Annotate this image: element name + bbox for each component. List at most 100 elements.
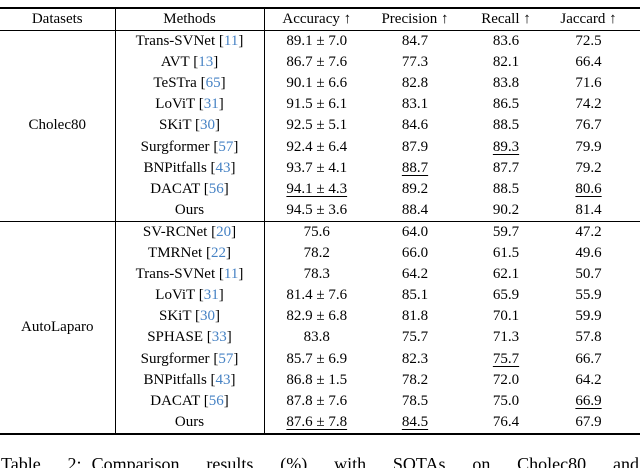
citation-link[interactable]: 57 bbox=[218, 138, 234, 155]
precision-cell: 66.0 bbox=[401, 245, 429, 262]
method-cell: BNPitfalls [43] bbox=[115, 369, 265, 391]
col-header-jaccard: Jaccard ↑ bbox=[560, 11, 617, 27]
col-header-methods: Methods bbox=[115, 8, 265, 31]
recall-cell: 62.1 bbox=[492, 266, 520, 283]
precision-cell: 83.1 bbox=[401, 96, 429, 113]
method-name: DACAT bbox=[150, 392, 200, 409]
jaccard-cell: 80.6 bbox=[575, 180, 602, 197]
table-row: SPHASE [33] 83.8 75.7 71.3 57.8 bbox=[0, 327, 640, 349]
accuracy-cell: 87.6 ± 7.8 bbox=[286, 413, 348, 430]
accuracy-cell: 90.1 ± 6.6 bbox=[286, 75, 348, 92]
precision-cell: 84.5 bbox=[401, 413, 429, 430]
recall-cell: 65.9 bbox=[492, 287, 520, 304]
citation-link[interactable]: 57 bbox=[218, 350, 234, 367]
method-name: SPHASE bbox=[147, 329, 204, 346]
method-cell: TeSTra [65] bbox=[115, 73, 265, 95]
accuracy-cell: 82.9 ± 6.8 bbox=[286, 308, 348, 325]
citation-link[interactable]: 31 bbox=[203, 287, 219, 304]
precision-cell: 82.3 bbox=[401, 350, 429, 367]
method-name: Trans-SVNet bbox=[135, 266, 216, 283]
jaccard-cell: 72.5 bbox=[575, 33, 602, 50]
recall-cell: 89.3 bbox=[492, 138, 520, 155]
method-cell: TMRNet [22] bbox=[115, 243, 265, 265]
method-cell: Surgformer [57] bbox=[115, 136, 265, 158]
recall-cell: 83.8 bbox=[492, 75, 520, 92]
accuracy-cell: 86.7 ± 7.6 bbox=[286, 54, 348, 71]
jaccard-cell: 79.9 bbox=[575, 138, 602, 155]
jaccard-cell: 71.6 bbox=[575, 75, 602, 92]
jaccard-cell: 76.7 bbox=[575, 117, 602, 134]
precision-cell: 84.6 bbox=[401, 117, 429, 134]
method-cell: LoViT [31] bbox=[115, 285, 265, 307]
precision-cell: 85.1 bbox=[401, 287, 429, 304]
precision-cell: 87.9 bbox=[401, 138, 429, 155]
accuracy-cell: 92.5 ± 5.1 bbox=[286, 117, 348, 134]
table-row: LoViT [31] 81.4 ± 7.6 85.1 65.9 55.9 bbox=[0, 285, 640, 307]
accuracy-cell: 91.5 ± 6.1 bbox=[286, 96, 348, 113]
col-header-datasets: Datasets bbox=[0, 8, 116, 31]
method-cell: AVT [13] bbox=[115, 52, 265, 74]
recall-cell: 71.3 bbox=[492, 329, 520, 346]
table-row: Ours 87.6 ± 7.8 84.5 76.4 67.9 bbox=[0, 411, 640, 434]
citation-link[interactable]: 31 bbox=[203, 96, 219, 113]
method-cell: Ours bbox=[115, 411, 265, 434]
header-row: Datasets Methods Accuracy ↑ Precision ↑ … bbox=[0, 8, 640, 31]
citation-link[interactable]: 56 bbox=[208, 392, 224, 409]
table-caption: Table 2: Comparison results (%) with SOTA… bbox=[1, 454, 639, 468]
citation-link[interactable]: 30 bbox=[199, 308, 215, 325]
method-name: BNPitfalls bbox=[143, 371, 207, 388]
citation-link[interactable]: 13 bbox=[198, 54, 214, 71]
method-name: BNPitfalls bbox=[143, 159, 207, 176]
recall-cell: 88.5 bbox=[492, 180, 520, 197]
jaccard-cell: 81.4 bbox=[575, 201, 602, 218]
recall-cell: 87.7 bbox=[492, 159, 520, 176]
table-row: Ours 94.5 ± 3.6 88.4 90.2 81.4 bbox=[0, 199, 640, 222]
table-row: BNPitfalls [43] 86.8 ± 1.5 78.2 72.0 64.2 bbox=[0, 369, 640, 391]
citation-link[interactable]: 30 bbox=[199, 117, 215, 134]
citation-link[interactable]: 65 bbox=[205, 75, 221, 92]
precision-cell: 77.3 bbox=[401, 54, 429, 71]
citation-link[interactable]: 43 bbox=[215, 159, 231, 176]
method-cell: DACAT [56] bbox=[115, 390, 265, 412]
citation-link[interactable]: 11 bbox=[223, 33, 239, 50]
accuracy-cell: 78.3 bbox=[303, 266, 330, 283]
method-name: LoViT bbox=[155, 96, 195, 113]
method-cell: Surgformer [57] bbox=[115, 348, 265, 370]
col-header-precision: Precision ↑ bbox=[381, 11, 449, 27]
jaccard-cell: 66.7 bbox=[575, 350, 602, 367]
precision-cell: 75.7 bbox=[401, 329, 429, 346]
method-name: Trans-SVNet bbox=[135, 33, 216, 50]
table-row: TMRNet [22] 78.2 66.0 61.5 49.6 bbox=[0, 243, 640, 265]
accuracy-cell: 92.4 ± 6.4 bbox=[286, 138, 348, 155]
precision-cell: 88.4 bbox=[401, 201, 429, 218]
citation-link[interactable]: 43 bbox=[215, 371, 231, 388]
table-row: TeSTra [65] 90.1 ± 6.6 82.8 83.8 71.6 bbox=[0, 73, 640, 95]
jaccard-cell: 55.9 bbox=[575, 287, 602, 304]
table-row: DACAT [56] 94.1 ± 4.3 89.2 88.5 80.6 bbox=[0, 178, 640, 200]
citation-link[interactable]: 11 bbox=[223, 266, 239, 283]
precision-cell: 88.7 bbox=[401, 159, 429, 176]
recall-cell: 86.5 bbox=[492, 96, 520, 113]
accuracy-cell: 85.7 ± 6.9 bbox=[286, 350, 348, 367]
table-row: BNPitfalls [43] 93.7 ± 4.1 88.7 87.7 79.2 bbox=[0, 157, 640, 179]
jaccard-cell: 74.2 bbox=[575, 96, 602, 113]
jaccard-cell: 66.4 bbox=[575, 54, 602, 71]
precision-cell: 64.2 bbox=[401, 266, 429, 283]
citation-link[interactable]: 56 bbox=[208, 180, 224, 197]
method-name: SKiT bbox=[159, 117, 192, 134]
method-name: Ours bbox=[174, 413, 205, 430]
method-cell: LoViT [31] bbox=[115, 94, 265, 116]
method-cell: Trans-SVNet [11] bbox=[115, 264, 265, 286]
citation-link[interactable]: 22 bbox=[210, 245, 226, 262]
jaccard-cell: 66.9 bbox=[575, 392, 602, 409]
citation-link[interactable]: 33 bbox=[211, 329, 227, 346]
precision-cell: 64.0 bbox=[401, 223, 429, 240]
citation-link[interactable]: 20 bbox=[216, 223, 232, 240]
method-name: SKiT bbox=[159, 308, 192, 325]
accuracy-cell: 81.4 ± 7.6 bbox=[286, 287, 348, 304]
recall-cell: 75.0 bbox=[492, 392, 520, 409]
method-name: Ours bbox=[174, 201, 205, 218]
method-name: TMRNet bbox=[148, 245, 203, 262]
accuracy-cell: 75.6 bbox=[303, 223, 330, 240]
